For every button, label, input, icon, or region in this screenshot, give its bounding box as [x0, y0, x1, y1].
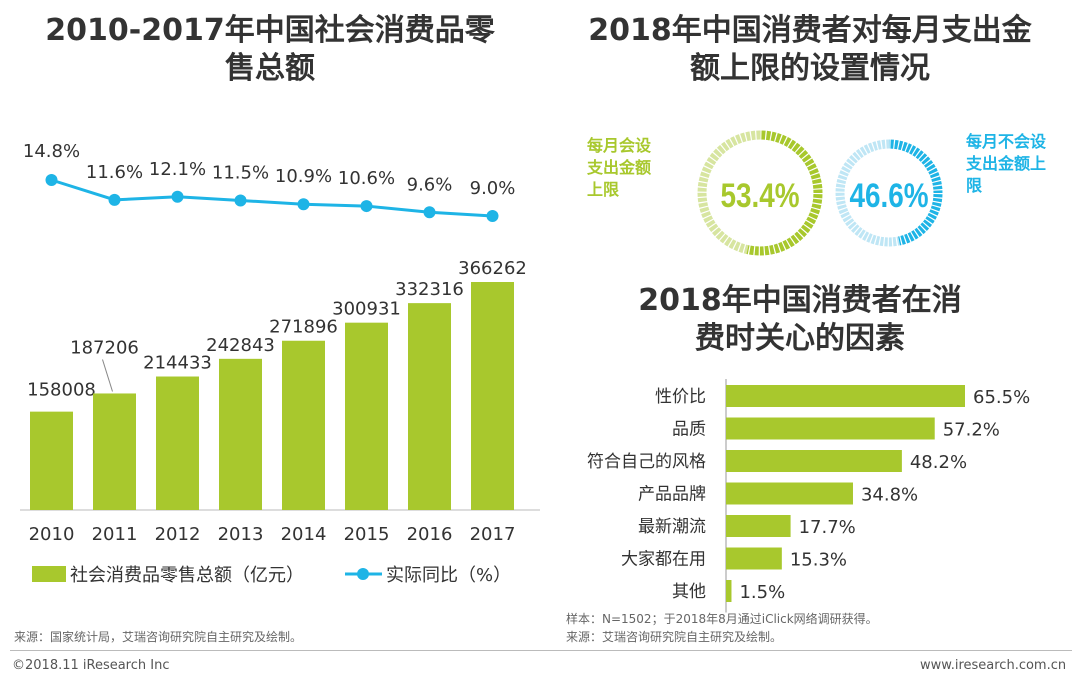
bar-value-2014: 271896: [269, 317, 338, 338]
yoy-point-2016: [423, 206, 436, 219]
factor-label-5: 大家都在用: [621, 550, 706, 570]
right-source-note: 来源：艾瑞咨询研究院自主研究及绘制。: [566, 630, 783, 644]
bar-2013: [219, 358, 262, 510]
x-tick-2017: 2017: [470, 524, 516, 545]
bar-2016: [408, 303, 451, 510]
bar-value-2011: 187206: [70, 337, 139, 358]
copyright: ©2018.11 iResearch Inc: [12, 658, 170, 673]
x-tick-2013: 2013: [218, 524, 264, 545]
factor-value-4: 17.7%: [799, 517, 856, 538]
footer-divider: [10, 650, 1072, 651]
bar-2012: [156, 376, 199, 510]
yoy-growth-line: [51, 178, 493, 218]
website-link[interactable]: www.iresearch.com.cn: [920, 658, 1067, 673]
factor-label-2: 符合自己的风格: [587, 452, 706, 472]
factor-value-3: 34.8%: [861, 485, 918, 506]
factor-bar-5: [726, 547, 782, 570]
factor-bar-6: [726, 580, 732, 602]
bar-value-2016: 332316: [395, 279, 464, 300]
donut-yes-value: 53.4%: [720, 176, 799, 214]
factor-label-3: 产品品牌: [638, 485, 706, 505]
factor-bar-3: [726, 482, 853, 505]
yoy-label-2014: 10.9%: [275, 166, 332, 187]
factor-label-4: 最新潮流: [638, 517, 706, 537]
bar-2010: [30, 411, 73, 510]
x-tick-2016: 2016: [407, 524, 453, 545]
donut-no-label-2: 限: [966, 176, 983, 195]
x-tick-2010: 2010: [29, 524, 75, 545]
yoy-label-2016: 9.6%: [407, 174, 453, 195]
donut-no-value: 46.6%: [849, 176, 928, 214]
yoy-point-2017: [486, 210, 499, 222]
donut-no-label-1: 支出金额上: [965, 154, 1046, 173]
donut-no-label-0: 每月不会设: [966, 132, 1047, 151]
yoy-label-2010: 14.8%: [23, 141, 80, 162]
bar-2011: [93, 393, 136, 510]
x-tick-2012: 2012: [155, 524, 201, 545]
factor-value-2: 48.2%: [910, 452, 967, 473]
factor-value-6: 1.5%: [739, 582, 785, 603]
factor-bar-1: [726, 417, 935, 440]
yoy-point-2013: [234, 194, 247, 207]
yoy-point-2015: [360, 200, 373, 213]
yoy-label-2011: 11.6%: [86, 162, 143, 183]
factor-label-1: 品质: [672, 420, 706, 440]
bar-2014: [282, 340, 325, 510]
factors-chart-title: 2018年中国消费者在消 费时关心的因素: [638, 283, 962, 356]
yoy-point-2011: [108, 193, 121, 206]
yoy-point-2010: [45, 174, 58, 186]
bar-value-2010: 158008: [27, 380, 96, 401]
donut-yes-label-2: 上限: [587, 180, 620, 199]
factor-label-0: 性价比: [655, 387, 706, 407]
bar-value-2012: 214433: [143, 353, 212, 374]
factor-label-6: 其他: [672, 582, 706, 602]
yoy-point-2014: [297, 198, 310, 211]
factor-bar-4: [726, 515, 791, 537]
left-source-note: 来源：国家统计局，艾瑞咨询研究院自主研究及绘制。: [14, 630, 303, 644]
factor-bar-0: [726, 385, 965, 407]
x-tick-2011: 2011: [92, 524, 138, 545]
sample-note: 样本：N=1502；于2018年8月通过iClick网络调研获得。: [566, 612, 878, 626]
leader-line-2011: [102, 359, 113, 392]
legend-line-label: 实际同比（%）: [386, 565, 511, 586]
donut-no-ticks: [834, 138, 944, 248]
legend-line-marker: [357, 568, 369, 580]
yoy-point-2012: [171, 190, 184, 203]
factor-value-0: 65.5%: [973, 387, 1030, 408]
yoy-label-2017: 9.0%: [470, 178, 516, 199]
left-chart-title: 2010-2017年中国社会消费品零 售总额: [45, 13, 495, 86]
legend-bar-label: 社会消费品零售总额（亿元）: [70, 565, 304, 586]
right-chart-title: 2018年中国消费者对每月支出金 额上限的设置情况: [588, 13, 1032, 86]
bar-2017: [471, 282, 514, 510]
yoy-label-2012: 12.1%: [149, 159, 206, 180]
bar-2015: [345, 322, 388, 510]
factor-bar-2: [726, 450, 902, 472]
factor-value-5: 15.3%: [790, 550, 847, 571]
bar-value-2013: 242843: [206, 335, 275, 356]
bar-value-2017: 366262: [458, 258, 527, 279]
yoy-label-2013: 11.5%: [212, 162, 269, 183]
x-tick-2015: 2015: [344, 524, 390, 545]
factor-value-1: 57.2%: [943, 420, 1000, 441]
yoy-label-2015: 10.6%: [338, 168, 395, 189]
bar-value-2015: 300931: [332, 299, 401, 320]
legend-bar-swatch: [32, 566, 66, 582]
donut-yes-label-0: 每月会设: [587, 136, 652, 155]
donut-yes-label-1: 支出金额: [586, 158, 651, 177]
donut-yes-ticks: [696, 129, 824, 257]
x-tick-2014: 2014: [281, 524, 327, 545]
